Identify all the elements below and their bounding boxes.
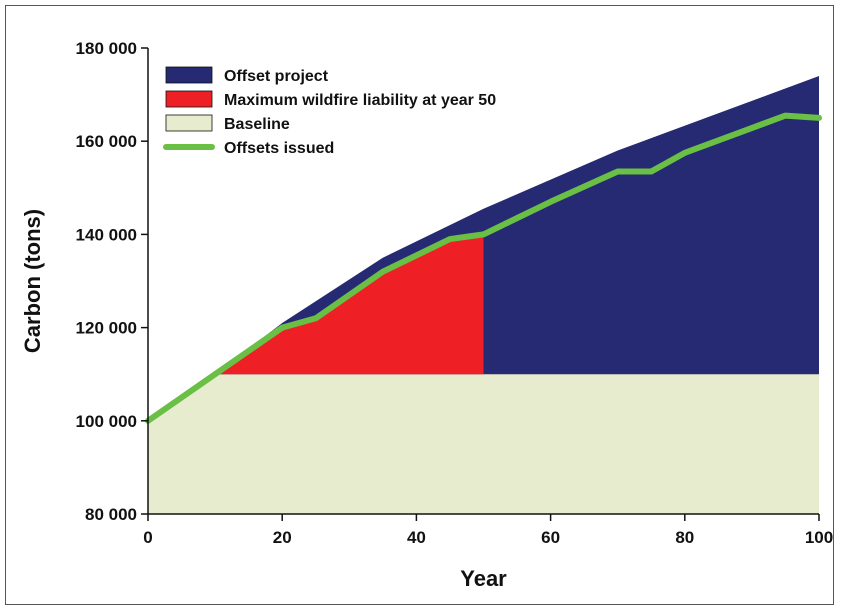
legend-label-offsets-issued: Offsets issued bbox=[224, 140, 334, 157]
x-tick-label: 60 bbox=[541, 528, 560, 547]
y-tick-label: 120 000 bbox=[76, 319, 137, 338]
chart-frame: 80 000 100 000 120 000 140 000 160 000 180 00… bbox=[5, 5, 834, 605]
x-tick-label: 20 bbox=[273, 528, 292, 547]
legend-label-baseline: Baseline bbox=[224, 116, 290, 133]
y-tick-label: 180 000 bbox=[76, 39, 137, 58]
x-tick-label: 0 bbox=[143, 528, 152, 547]
y-tick-label: 140 000 bbox=[76, 225, 137, 244]
legend-label-offset-project: Offset project bbox=[224, 68, 329, 85]
legend-label-maximum-wildfire-liability-at-year-50: Maximum wildfire liability at year 50 bbox=[224, 92, 496, 109]
y-tick-label: 80 000 bbox=[85, 505, 137, 524]
y-tick-label: 100 000 bbox=[76, 412, 137, 431]
area-chart: 80 000 100 000 120 000 140 000 160 000 180 00… bbox=[6, 6, 835, 606]
legend: Offset project Maximum wildfire liability… bbox=[166, 67, 496, 157]
x-tick-label: 100 bbox=[805, 528, 833, 547]
y-axis-title: Carbon (tons) bbox=[20, 209, 45, 353]
area-maximum-wildfire-liability-at-year-50 bbox=[215, 234, 483, 374]
x-tick-label: 80 bbox=[675, 528, 694, 547]
legend-swatch-maximum-wildfire-liability-at-year-50 bbox=[166, 91, 212, 107]
x-axis-title: Year bbox=[460, 566, 507, 591]
legend-swatch-offset-project bbox=[166, 67, 212, 83]
area-baseline bbox=[148, 374, 819, 514]
legend-swatch-baseline bbox=[166, 115, 212, 131]
y-tick-label: 160 000 bbox=[76, 132, 137, 151]
x-tick-label: 40 bbox=[407, 528, 426, 547]
